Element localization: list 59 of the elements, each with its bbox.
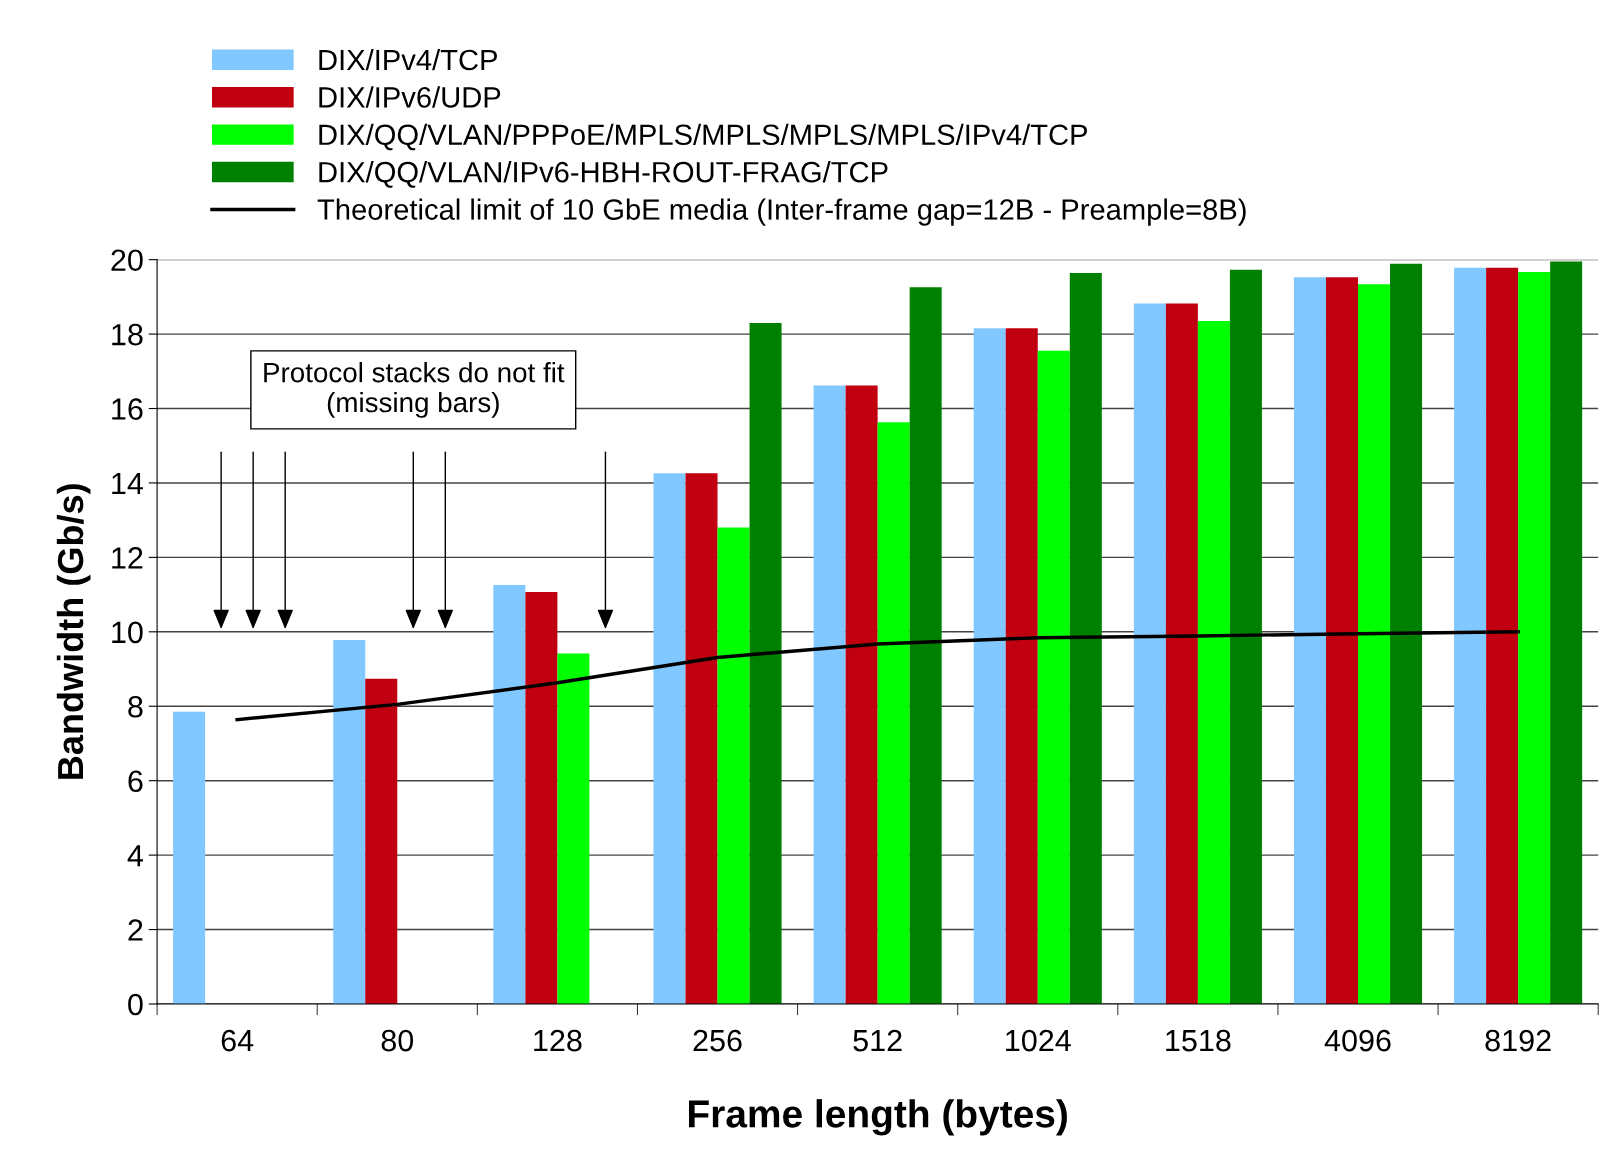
bar [1069,273,1102,1004]
bar [557,653,590,1004]
bar [973,328,1006,1004]
bar [1133,303,1166,1004]
x-tick-label: 512 [853,1029,902,1052]
legend-label: DIX/IPv6/UDP [319,86,501,108]
x-tick-label: 1024 [1006,1029,1071,1052]
bar [877,422,910,1004]
legend-label: DIX/QQ/VLAN/IPv6-HBH-ROUT-FRAG/TCP [319,161,888,188]
bar [749,322,782,1004]
x-tick-label: 1518 [1166,1029,1231,1052]
bar [1325,277,1359,1004]
legend-label: DIX/QQ/VLAN/PPPoE/MPLS/MPLS/MPLS/MPLS/IPv4/TCP [319,123,1087,151]
x-tick-label: 8192 [1485,1029,1551,1052]
annotation: Protocol stacks do not fit (missing bars) [264,362,565,418]
bar [1486,267,1519,1004]
bar [493,584,526,1004]
x-tick-label: 64 [221,1029,254,1052]
bar [365,678,398,1004]
y-tick-label: 14 [112,473,144,495]
line-series [235,630,1520,722]
bar [1293,277,1326,1004]
legend-label: Theoretical limit of 10 GbE media (Inter-frame gap=12B - Preample=8B) [317,198,1246,226]
bar [333,640,366,1004]
bar [909,287,942,1004]
bar [717,527,750,1004]
bar [653,473,686,1004]
y-tick-label: 8 [128,695,143,718]
legend-label: DIX/IPv4/TCP [319,48,497,71]
y-tick-label: 16 [112,398,143,420]
y-axis-title: Bandwidth (Gb/s) [56,484,91,779]
bar [1005,328,1038,1004]
y-tick-label: 20 [111,249,143,272]
y-tick-label: 0 [128,993,143,1016]
bar [1390,263,1423,1004]
bar [1454,267,1487,1004]
bar [1165,303,1198,1004]
bar [1358,284,1391,1004]
y-tick-label: 10 [112,621,143,644]
bar [1037,350,1070,1004]
y-tick-label: 6 [128,770,143,793]
x-axis-title: Frame length (bytes) [689,1099,1067,1136]
bar [525,591,558,1004]
bar [1197,321,1230,1004]
bar [1550,261,1583,1004]
bar [1229,269,1262,1004]
y-tick-label: 2 [128,919,143,941]
x-tick-label: 128 [534,1029,582,1052]
x-tick-label: 80 [381,1029,414,1052]
bar [1518,271,1551,1004]
x-tick-label: 4096 [1324,1029,1391,1052]
bar [685,473,718,1004]
bar [845,385,878,1004]
y-tick-label: 12 [112,547,143,569]
y-tick-label: 18 [112,323,143,346]
bar [813,385,846,1004]
bar [173,711,206,1004]
x-tick-label: 256 [693,1029,742,1052]
y-tick-label: 4 [127,845,144,867]
